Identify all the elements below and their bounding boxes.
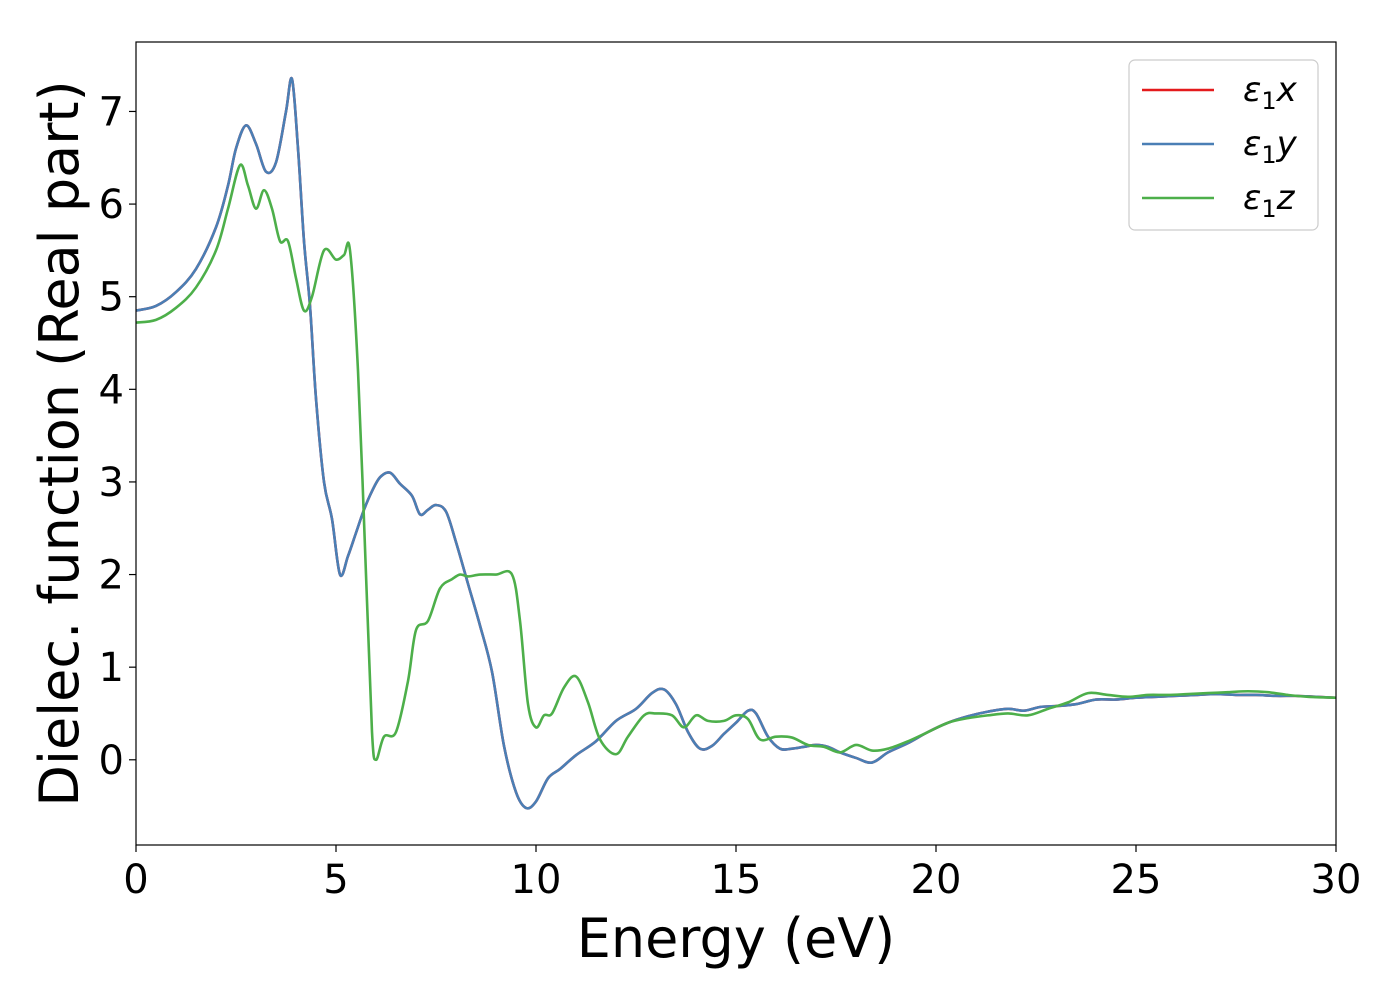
y-axis-ticks: 0 1 2 3 4 5 6 7 <box>99 89 136 784</box>
x-tick-label: 15 <box>711 857 762 903</box>
legend: ε1x ε1y ε1z <box>1128 59 1319 231</box>
y-tick-label: 7 <box>99 89 124 135</box>
series-line-e1z <box>136 163 1336 762</box>
y-tick-label: 2 <box>99 553 124 599</box>
x-tick-label: 30 <box>1311 857 1362 903</box>
series-layer <box>136 76 1336 810</box>
y-tick-label: 5 <box>99 275 124 321</box>
legend-label-e1x: ε1x <box>1243 70 1298 115</box>
y-axis-label: Dielec. function (Real part) <box>28 80 91 806</box>
x-tick-label: 25 <box>1111 857 1162 903</box>
y-tick-label: 3 <box>99 460 124 506</box>
x-tick-label: 20 <box>911 857 962 903</box>
x-tick-label: 0 <box>123 857 148 903</box>
y-tick-label: 4 <box>99 367 124 413</box>
x-axis-label: Energy (eV) <box>577 907 896 970</box>
x-axis-ticks: 0 5 10 15 20 25 30 <box>123 845 1361 903</box>
y-tick-label: 6 <box>99 182 124 228</box>
legend-label-e1z: ε1z <box>1243 178 1296 223</box>
x-tick-label: 5 <box>323 857 348 903</box>
legend-label-e1y: ε1y <box>1243 124 1298 169</box>
legend-box <box>1128 59 1319 231</box>
series-line-e1y <box>136 76 1336 810</box>
x-tick-label: 10 <box>511 857 562 903</box>
y-tick-label: 1 <box>99 645 124 691</box>
y-tick-label: 0 <box>99 738 124 784</box>
